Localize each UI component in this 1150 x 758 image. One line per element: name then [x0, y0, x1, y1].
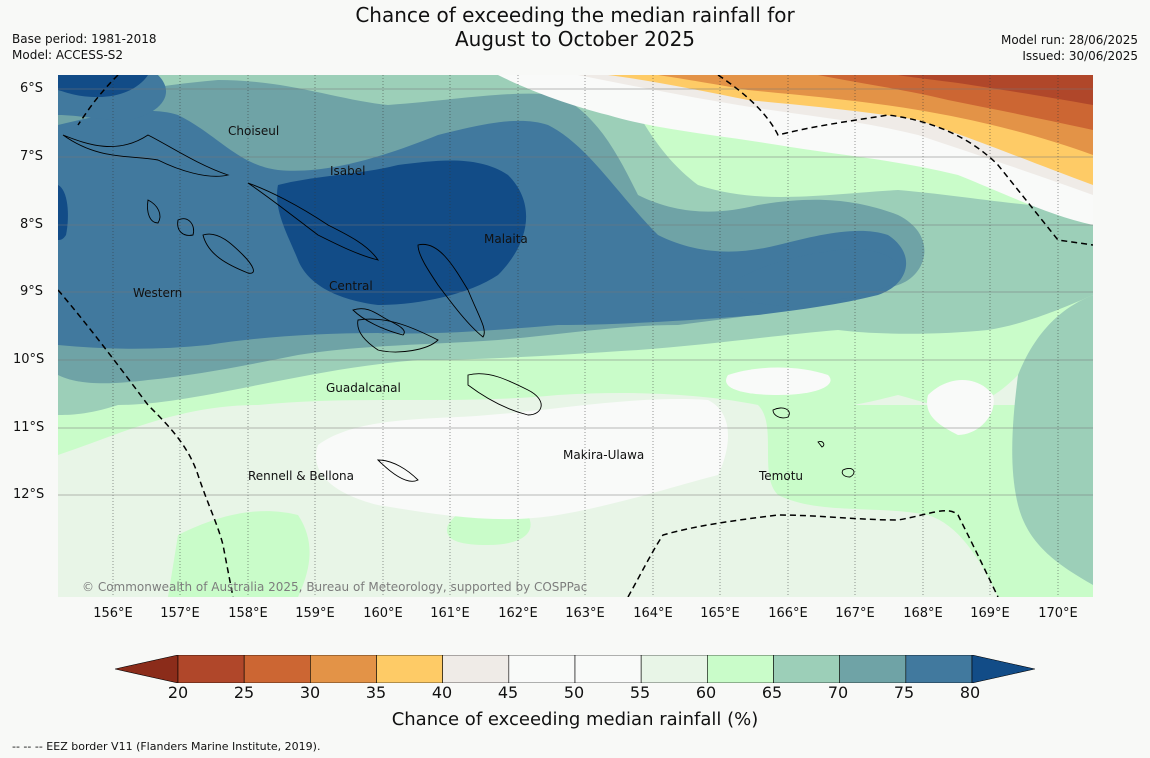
colorbar-segment [574, 655, 642, 683]
lat-label-10s: 10°S [13, 352, 45, 367]
lon-label-162e: 162°E [498, 606, 538, 621]
lon-label-166e: 166°E [768, 606, 808, 621]
colorbar-under-triangle [115, 655, 179, 683]
colorbar-segment [640, 655, 708, 683]
lon-label-161e: 161°E [430, 606, 470, 621]
colorbar-segment [508, 655, 576, 683]
region-label-western: Western [133, 286, 183, 300]
meta-right: Model run: 28/06/2025 Issued: 30/06/2025 [1001, 32, 1138, 64]
region-label-central: Central [329, 279, 373, 293]
region-label-makira-ulawa: Makira-Ulawa [563, 448, 645, 462]
colorbar-tick-50: 50 [563, 683, 585, 702]
colorbar-tick-75: 75 [893, 683, 915, 702]
band-70-75-east [1012, 295, 1093, 585]
lon-label-160e: 160°E [363, 606, 403, 621]
coastlines [62, 134, 855, 482]
colorbar-tick-30: 30 [299, 683, 321, 702]
lon-label-163e: 163°E [565, 606, 605, 621]
lon-label-159e: 159°E [295, 606, 335, 621]
colorbar-tick-60: 60 [695, 683, 717, 702]
colorbar-over-triangle [971, 655, 1035, 683]
region-label-isabel: Isabel [330, 164, 366, 178]
region-label-guadalcanal: Guadalcanal [326, 381, 401, 395]
region-label-malaita: Malaita [484, 232, 528, 246]
colorbar-segment [177, 655, 245, 683]
eez-border [58, 75, 1093, 597]
colorbar-tick-45: 45 [497, 683, 519, 702]
lat-lines [58, 88, 1093, 496]
model-name: Model: ACCESS-S2 [12, 48, 124, 62]
colorbar-tick-70: 70 [827, 683, 849, 702]
band-white-center [316, 398, 728, 520]
grid-lines [112, 75, 1059, 597]
region-label-temotu: Temotu [759, 469, 804, 483]
colorbar-tick-55: 55 [629, 683, 651, 702]
lat-label-8s: 8°S [20, 217, 44, 232]
region-label-rennell-bellona: Rennell & Bellona [248, 469, 355, 483]
issued-date: Issued: 30/06/2025 [1022, 49, 1138, 63]
colorbar-segment [243, 655, 311, 683]
colorbar-segment [442, 655, 510, 683]
lat-label-7s: 7°S [20, 149, 44, 164]
rainfall-map [58, 75, 1093, 597]
colorbar-tick-80: 80 [959, 683, 981, 702]
map-title-line2: August to October 2025 [454, 27, 696, 51]
lon-label-157e: 157°E [160, 606, 200, 621]
lat-label-11s: 11°S [13, 420, 45, 435]
colorbar-segment [310, 655, 377, 683]
colorbar-tick-35: 35 [365, 683, 387, 702]
colorbar-tick-20: 20 [167, 683, 189, 702]
lon-label-168e: 168°E [903, 606, 943, 621]
map-title: Chance of exceeding the median rainfall … [0, 3, 1150, 51]
colorbar-tick-65: 65 [761, 683, 783, 702]
band-green-southwest [168, 511, 310, 597]
band-80-plus-north [58, 75, 148, 97]
colorbar-segments [115, 655, 1035, 683]
colorbar [115, 655, 1035, 683]
base-period: Base period: 1981-2018 [12, 32, 157, 46]
lon-label-156e: 156°E [93, 606, 133, 621]
colorbar-title: Chance of exceeding median rainfall (%) [391, 709, 759, 730]
copyright-notice: © Commonwealth of Australia 2025, Bureau… [82, 580, 588, 594]
band-white-far-east [927, 380, 994, 435]
colorbar-segment [773, 655, 840, 683]
lon-label-165e: 165°E [700, 606, 740, 621]
lon-label-158e: 158°E [228, 606, 268, 621]
lon-label-170e: 170°E [1038, 606, 1078, 621]
band-80-plus-east [728, 249, 900, 306]
lat-label-12s: 12°S [13, 487, 45, 502]
lat-label-9s: 9°S [20, 284, 44, 299]
colorbar-segment [905, 655, 973, 683]
colorbar-segment [707, 655, 774, 683]
lat-label-6s: 6°S [20, 81, 44, 96]
colorbar-tick-40: 40 [431, 683, 453, 702]
band-80-plus-central [277, 160, 527, 305]
band-20-25-north [898, 75, 1093, 105]
map-canvas [58, 75, 1093, 597]
eez-footer-note: -- -- -- EEZ border V11 (Flanders Marine… [12, 740, 321, 753]
lon-label-167e: 167°E [835, 606, 875, 621]
lon-label-169e: 169°E [970, 606, 1010, 621]
lon-label-164e: 164°E [633, 606, 673, 621]
colorbar-segment [376, 655, 443, 683]
band-green-south-east [758, 405, 1093, 597]
colorbar-segment [839, 655, 907, 683]
region-label-choiseul: Choiseul [228, 124, 280, 138]
meta-left: Base period: 1981-2018 Model: ACCESS-S2 [12, 31, 157, 63]
band-white-east [726, 367, 831, 395]
map-title-line1: Chance of exceeding the median rainfall … [355, 3, 795, 27]
colorbar-tick-25: 25 [233, 683, 255, 702]
model-run: Model run: 28/06/2025 [1000, 33, 1138, 47]
band-80-plus-west [58, 185, 68, 240]
